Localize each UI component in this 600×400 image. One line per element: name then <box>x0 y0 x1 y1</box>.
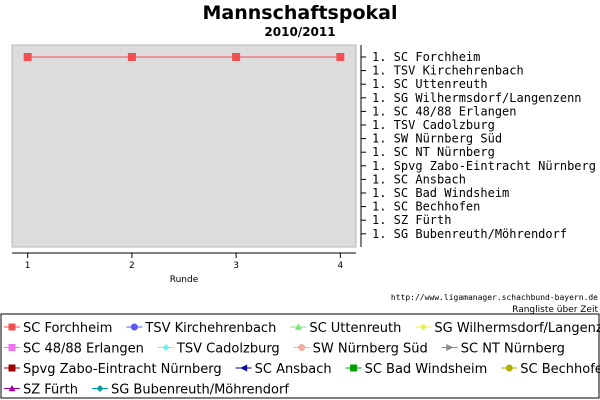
x-ticks: 1 2 3 4 <box>25 253 343 271</box>
legend-label: SZ Fürth <box>23 383 78 398</box>
data-point <box>23 53 32 61</box>
legend-label: Spvg Zabo-Eintracht Nürnberg <box>23 362 222 377</box>
legend-marker <box>298 344 306 351</box>
legend-label: SC Ansbach <box>255 362 332 377</box>
y-tick-label: 1. TSV Cadolzburg <box>372 118 495 132</box>
chart-subtitle: 2010/2011 <box>264 25 335 39</box>
legend: SC Forchheim TSV Kirchehrenbach SC Uttenre… <box>4 321 600 398</box>
x-tick-label: 3 <box>233 261 239 271</box>
series-layer <box>23 53 345 61</box>
y-tick-label: 1. SC Ansbach <box>372 172 466 186</box>
legend-label: SC Bechhofen <box>520 362 600 377</box>
legend-label: TSV Kirchehrenbach <box>144 321 276 336</box>
footer-caption: Rangliste über Zeit <box>512 305 598 315</box>
y-tick-label: 1. SC Uttenreuth <box>372 77 488 91</box>
legend-label: TSV Cadolzburg <box>176 342 280 357</box>
legend-marker <box>130 323 138 331</box>
legend-label: SC Uttenreuth <box>309 321 401 336</box>
legend-marker <box>505 364 513 372</box>
legend-label: SG Bubenreuth/Möhrendorf <box>111 383 289 398</box>
x-tick-label: 2 <box>129 261 135 271</box>
legend-marker <box>419 323 427 331</box>
y-tick-label: 1. SC Bad Windsheim <box>372 186 509 200</box>
legend-marker <box>294 323 302 330</box>
legend-marker <box>8 385 16 392</box>
y-tick-label: 1. SC 48/88 Erlangen <box>372 104 517 118</box>
y-tick-label: 1. Spvg Zabo-Eintracht Nürnberg <box>372 159 596 173</box>
x-tick-label: 4 <box>337 261 343 271</box>
legend-label: SC NT Nürnberg <box>461 342 565 357</box>
legend-label: SC Forchheim <box>23 321 112 336</box>
data-point <box>127 53 136 61</box>
legend-marker <box>446 344 454 351</box>
legend-marker <box>8 364 16 372</box>
data-point <box>336 53 345 61</box>
plot-area <box>11 44 357 248</box>
legend-marker <box>240 364 248 372</box>
legend-label: SG Wilhermsdorf/Langenzenn <box>434 321 600 336</box>
footer-url: http://www.ligamanager.schachbund-bayern… <box>391 293 598 302</box>
legend-label: SW Nürnberg Süd <box>313 342 428 357</box>
y-tick-label: 1. SC NT Nürnberg <box>372 145 495 159</box>
legend-label: SC 48/88 Erlangen <box>23 342 144 357</box>
y-tick-label: 1. SC Forchheim <box>372 50 480 64</box>
legend-marker <box>350 364 358 372</box>
legend-marker <box>162 344 170 351</box>
y-tick-label: 1. SG Bubenreuth/Möhrendorf <box>372 227 567 241</box>
y-tick-label: 1. SW Nürnberg Süd <box>372 132 502 146</box>
legend-marker <box>8 344 16 351</box>
legend-marker <box>8 323 16 331</box>
legend-label: SC Bad Windsheim <box>365 362 488 377</box>
y-tick-label: 1. TSV Kirchehrenbach <box>372 64 524 78</box>
y-tick-label: 1. SC Bechhofen <box>372 200 480 214</box>
x-tick-label: 1 <box>25 261 31 271</box>
y-axis <box>360 45 366 247</box>
legend-marker <box>96 385 104 392</box>
data-point <box>232 53 241 61</box>
x-axis-label: Runde <box>170 275 199 285</box>
y-tick-label: 1. SG Wilhermsdorf/Langenzenn <box>372 91 582 105</box>
chart-title: Mannschaftspokal <box>203 2 398 24</box>
y-tick-label: 1. SZ Fürth <box>372 213 451 227</box>
